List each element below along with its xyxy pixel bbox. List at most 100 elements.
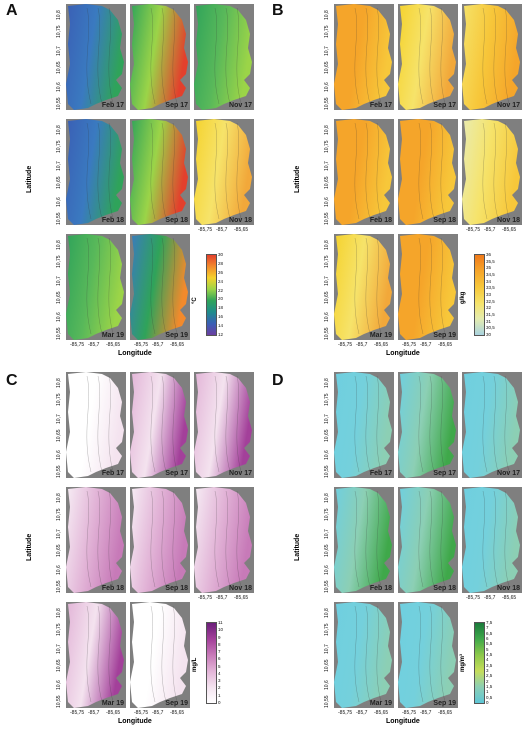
legend-tick-label: 5,5 [486, 641, 493, 647]
contour-line [440, 122, 446, 220]
y-tick-label: 10,65 [56, 544, 62, 557]
y-tick-label: 10,7 [324, 529, 330, 539]
lake-shape [66, 372, 124, 478]
y-tick-label: 10,6 [56, 82, 62, 92]
contour-map [66, 372, 124, 478]
y-tick-label: 10,55 [324, 580, 330, 593]
y-tick-label: 10,7 [56, 46, 62, 56]
y-tick-label: 10,8 [56, 608, 62, 618]
y-tick-label: 10,6 [56, 450, 62, 460]
legend-tick-label: 5 [486, 646, 489, 652]
contour-line [365, 605, 371, 703]
contour-line [161, 490, 167, 588]
contour-map [130, 4, 188, 110]
lake-shape [334, 234, 392, 340]
tile-date-label: Feb 17 [101, 102, 124, 109]
x-tick-label: -85,7 [216, 227, 228, 233]
y-tick-label: 10,55 [56, 327, 62, 340]
contour-line [161, 122, 167, 220]
legend-tick-label: 0 [218, 700, 221, 705]
lake-shape [398, 4, 456, 110]
contour-line [86, 237, 92, 335]
y-tick-label: 10,6 [324, 565, 330, 575]
y-tick-label: 10,55 [324, 327, 330, 340]
y-tick-label: 10,65 [324, 61, 330, 74]
tile-date-label: Feb 18 [369, 585, 392, 592]
contour-line [161, 7, 167, 105]
x-axis-label: Longitude [386, 350, 420, 357]
contour-line [418, 490, 424, 588]
y-tick-label: 10,7 [324, 644, 330, 654]
tile-date-label: Feb 18 [101, 217, 124, 224]
map-tile: Nov 17 [194, 372, 254, 478]
legend-unit-label: g/kg [460, 291, 466, 304]
y-tick-label: 10,7 [324, 161, 330, 171]
contour-line [236, 122, 242, 220]
map-tile: Sep 18 [398, 487, 458, 593]
x-tick-label: -85,7 [152, 342, 164, 348]
x-tick-label: -85,7 [484, 595, 496, 601]
y-tick-label: 10,8 [56, 493, 62, 503]
y-tick-label: 10,65 [56, 61, 62, 74]
legend-tick-label: 30 [486, 332, 492, 337]
y-tick-label: 10,75 [56, 623, 62, 636]
contour-line [418, 122, 424, 220]
map-tile: Nov 17 [194, 4, 254, 110]
tile-date-label: Sep 18 [433, 585, 456, 592]
panel-letter: A [6, 2, 18, 19]
x-tick-label: -85,75 [338, 710, 353, 716]
contour-line [150, 237, 156, 335]
contour-map [334, 119, 392, 225]
tile-date-label: Sep 17 [165, 102, 188, 109]
y-tick-label: 10,8 [56, 125, 62, 135]
legend-tick-label: 24 [218, 278, 224, 284]
legend-tick-label: 12 [218, 332, 224, 337]
tile-date-label: Feb 17 [369, 102, 392, 109]
legend-tick-label: 7 [486, 625, 489, 631]
y-tick-label: 10,65 [56, 429, 62, 442]
contour-line [86, 605, 92, 703]
contour-map [334, 487, 392, 593]
contour-line [429, 490, 435, 588]
lake-shape [130, 487, 188, 593]
x-axis-label: Longitude [386, 718, 420, 725]
map-tile: Mar 19 [66, 602, 126, 708]
map-tile: Sep 19 [130, 234, 190, 340]
map-tile: Feb 17 [334, 4, 394, 110]
x-tick-label: -85,65 [374, 342, 389, 348]
contour-line [108, 7, 114, 105]
contour-line [214, 122, 220, 220]
lake-shape [334, 602, 392, 708]
lake-shape [398, 487, 456, 593]
y-tick-label: 10,65 [56, 659, 62, 672]
y-axis-label: Latitude [26, 165, 33, 193]
lake-shape [398, 372, 456, 478]
map-tile: Nov 18 [462, 487, 522, 593]
y-tick-label: 10,55 [324, 695, 330, 708]
y-axis-label: Latitude [294, 165, 301, 193]
contour-line [365, 490, 371, 588]
y-tick-label: 10,65 [324, 176, 330, 189]
contour-line [225, 375, 231, 473]
legend-tick-label: 31,5 [486, 312, 495, 317]
tile-date-label: Feb 18 [101, 585, 124, 592]
contour-line [418, 605, 424, 703]
map-tile: Feb 18 [334, 487, 394, 593]
contour-line [108, 237, 114, 335]
color-scale-legend [206, 254, 217, 336]
lake-shape [66, 487, 124, 593]
legend-tick-label: 16 [218, 314, 224, 320]
contour-line [493, 375, 499, 473]
lake-shape [130, 4, 188, 110]
legend-unit-label: mg/m³ [460, 654, 466, 672]
legend-tick-label: 2 [486, 678, 489, 684]
contour-map [398, 602, 456, 708]
contour-line [161, 375, 167, 473]
contour-line [97, 122, 103, 220]
map-tile: Feb 18 [66, 119, 126, 225]
contour-line [161, 237, 167, 335]
x-tick-label: -85,65 [106, 710, 121, 716]
contour-line [365, 375, 371, 473]
lake-shape [334, 372, 392, 478]
y-tick-label: 10,7 [56, 276, 62, 286]
